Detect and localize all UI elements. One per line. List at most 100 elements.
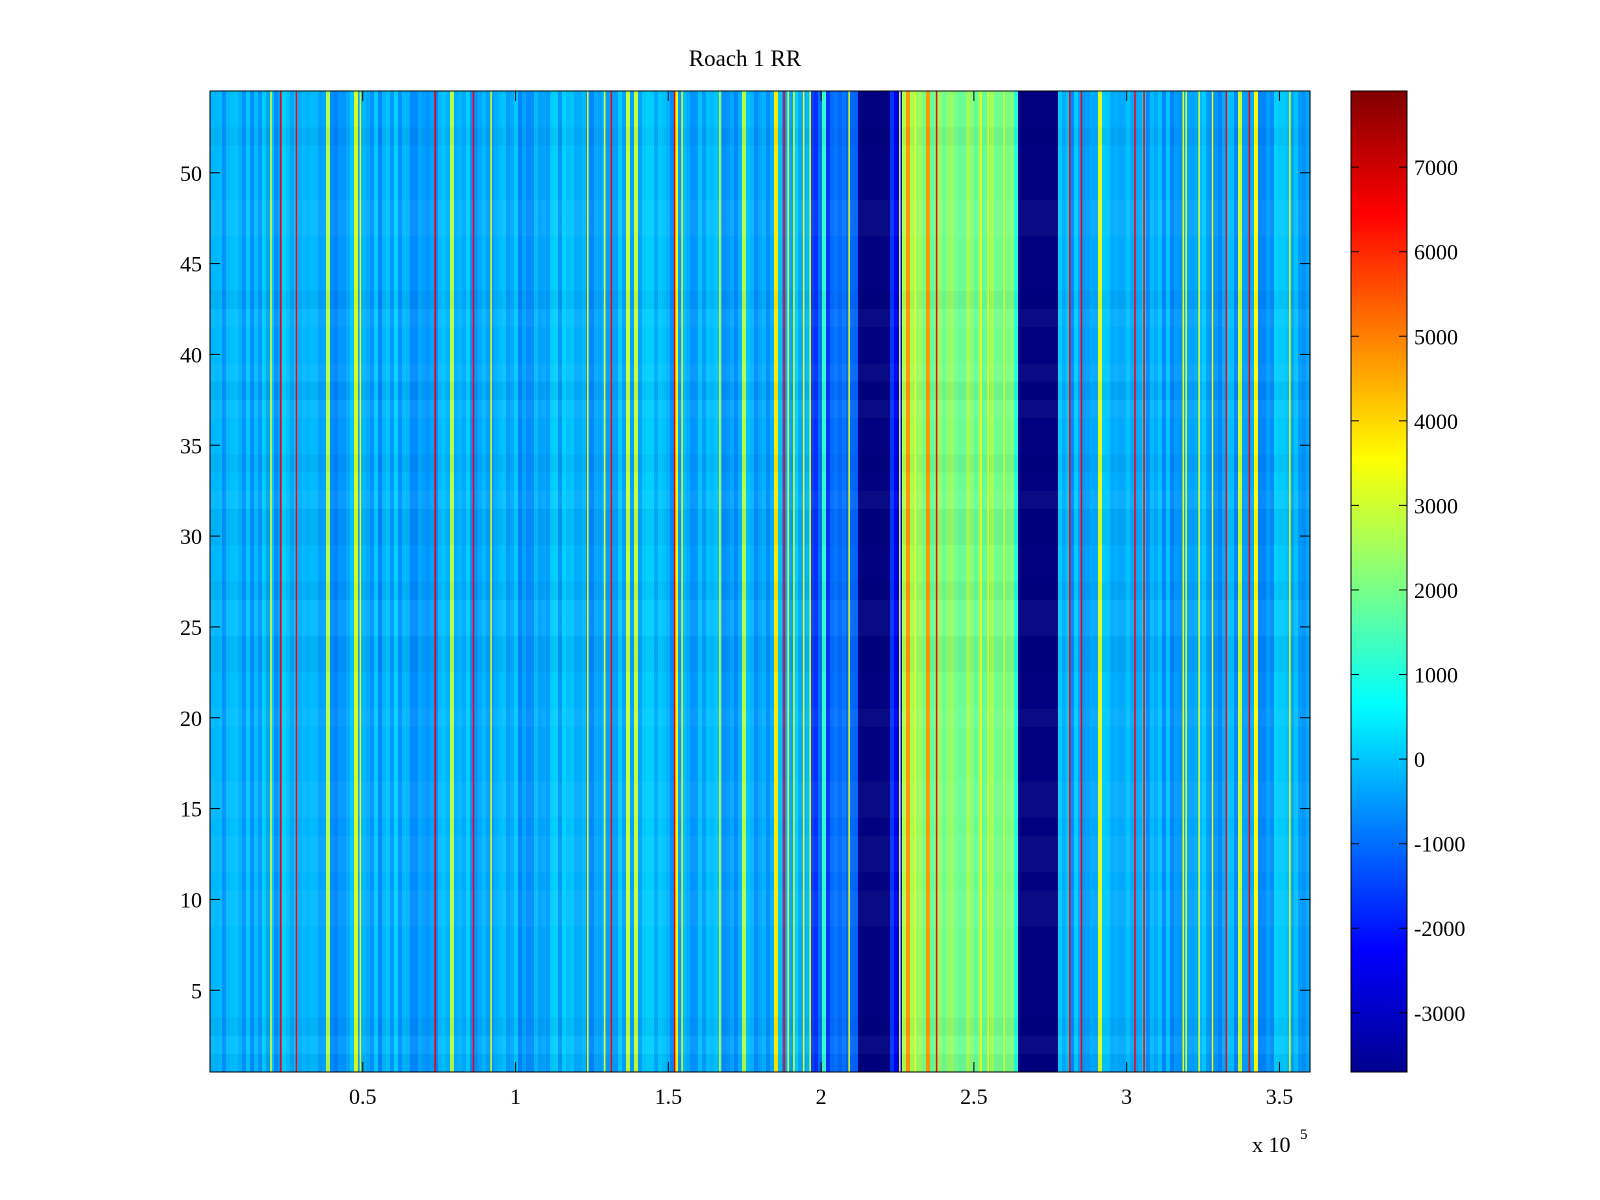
- heatmap-row-shade: [210, 363, 1310, 382]
- heatmap-column: [346, 91, 351, 1072]
- heatmap-spike-line: [1080, 91, 1083, 1072]
- heatmap-column: [1242, 91, 1247, 1072]
- heatmap-column: [658, 91, 663, 1072]
- heatmap-spike-line: [1182, 91, 1185, 1072]
- heatmap-column: [742, 91, 747, 1072]
- heatmap-column: [1134, 91, 1139, 1072]
- heatmap-column: [506, 91, 511, 1072]
- heatmap-row-shade: [210, 708, 1310, 727]
- heatmap-spike-line: [603, 91, 606, 1072]
- heatmap-column: [866, 91, 871, 1072]
- heatmap-column: [342, 91, 347, 1072]
- heatmap-column: [918, 91, 923, 1072]
- heatmap-column: [242, 91, 247, 1072]
- heatmap-column: [462, 91, 467, 1072]
- colorbar-tick-label: -2000: [1414, 916, 1465, 941]
- heatmap-column: [750, 91, 755, 1072]
- heatmap-column: [818, 91, 823, 1072]
- heatmap-spike-line: [610, 91, 613, 1072]
- heatmap-column: [482, 91, 487, 1072]
- heatmap-spike-line: [809, 91, 811, 1072]
- heatmap-column: [1010, 91, 1015, 1072]
- heatmap-column: [1086, 91, 1091, 1072]
- x-multiplier-label: x 10: [1252, 1132, 1291, 1157]
- heatmap-spike-line: [490, 91, 492, 1072]
- heatmap-column: [1198, 91, 1203, 1072]
- heatmap-column: [1042, 91, 1047, 1072]
- y-tick-label: 5: [191, 978, 202, 1003]
- heatmap-column: [258, 91, 263, 1072]
- heatmap-column: [694, 91, 699, 1072]
- heatmap-column: [846, 91, 851, 1072]
- heatmap-column: [514, 91, 519, 1072]
- heatmap-column: [1074, 91, 1079, 1072]
- heatmap-column: [1202, 91, 1207, 1072]
- plot-frame: [209, 90, 1311, 1073]
- heatmap-column: [1106, 91, 1111, 1072]
- heatmap-column: [794, 91, 799, 1072]
- heatmap-spike-line: [1134, 91, 1136, 1072]
- heatmap-column: [914, 91, 919, 1072]
- heatmap-column: [562, 91, 567, 1072]
- colorbar-ticks: -3000 -2000 -1000 0 1000 2000 3000 4000 5000 6000…: [1351, 155, 1465, 1026]
- heatmap-column: [290, 91, 295, 1072]
- heatmap-column: [410, 91, 415, 1072]
- heatmap-column: [1054, 91, 1059, 1072]
- heatmap-column: [1114, 91, 1119, 1072]
- heatmap-column: [746, 91, 751, 1072]
- heatmap-column: [1230, 91, 1235, 1072]
- heatmap-column: [558, 91, 563, 1072]
- heatmap-column: [810, 91, 815, 1072]
- heatmap-column: [946, 91, 951, 1072]
- heatmap-column: [1118, 91, 1123, 1072]
- heatmap-column: [1266, 91, 1271, 1072]
- heatmap-column: [806, 91, 811, 1072]
- heatmap-column: [922, 91, 927, 1072]
- heatmap-spike-line: [279, 91, 282, 1072]
- heatmap-column: [406, 91, 411, 1072]
- heatmap-column: [1126, 91, 1131, 1072]
- heatmap-column: [418, 91, 423, 1072]
- heatmap-column: [774, 91, 779, 1072]
- heatmap-column: [270, 91, 275, 1072]
- heatmap-column: [566, 91, 571, 1072]
- heatmap-column: [550, 91, 555, 1072]
- heatmap-column: [862, 91, 867, 1072]
- heatmap-column: [422, 91, 427, 1072]
- colorbar-tick-label: 5000: [1414, 324, 1458, 349]
- heatmap-column: [1030, 91, 1035, 1072]
- chart-title: Roach 1 RR: [689, 46, 802, 71]
- heatmap-column: [1150, 91, 1155, 1072]
- heatmap-column: [522, 91, 527, 1072]
- heatmap-column: [490, 91, 495, 1072]
- x-tick-label: 0.5: [349, 1084, 377, 1109]
- heatmap-column: [450, 91, 455, 1072]
- y-tick-label: 15: [180, 797, 202, 822]
- heatmap-column: [426, 91, 431, 1072]
- heatmap-column: [962, 91, 967, 1072]
- heatmap-column: [654, 91, 659, 1072]
- heatmap-column: [1174, 91, 1179, 1072]
- heatmap-column: [334, 91, 339, 1072]
- heatmap-column: [354, 91, 359, 1072]
- heatmap-row-shade: [210, 490, 1310, 509]
- y-tick-label: 30: [180, 524, 202, 549]
- heatmap-spike-line: [472, 91, 475, 1072]
- heatmap-row-shade: [210, 454, 1310, 473]
- heatmap-column: [702, 91, 707, 1072]
- heatmap-column: [402, 91, 407, 1072]
- heatmap-column: [610, 91, 615, 1072]
- heatmap-row-shade: [210, 1017, 1310, 1036]
- heatmap-column: [990, 91, 995, 1072]
- heatmap-column: [870, 91, 875, 1072]
- heatmap-column: [814, 91, 819, 1072]
- heatmap-column: [1178, 91, 1183, 1072]
- heatmap-column: [1050, 91, 1055, 1072]
- heatmap-column: [374, 91, 379, 1072]
- heatmap-column: [966, 91, 971, 1072]
- y-tick-label: 45: [180, 252, 202, 277]
- heatmap-column: [710, 91, 715, 1072]
- heatmap-row-shade: [210, 654, 1310, 673]
- heatmap-column: [474, 91, 479, 1072]
- heatmap-column: [974, 91, 979, 1072]
